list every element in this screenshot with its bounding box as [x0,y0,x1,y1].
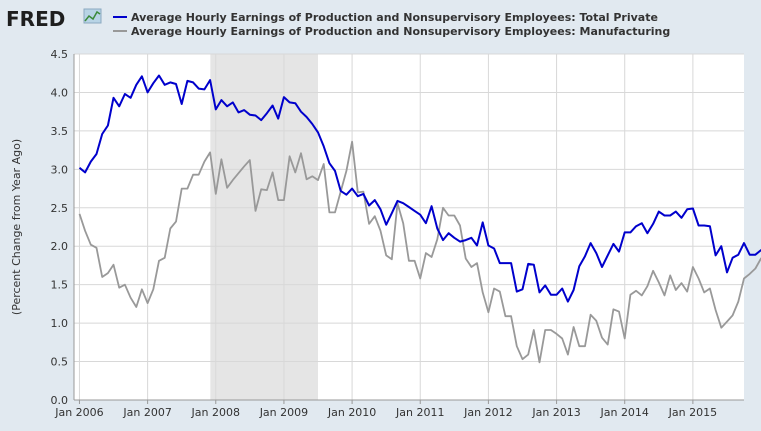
series-line-manufacturing [78,140,761,364]
y-tick-label: 2.5 [51,202,69,215]
fred-logo-icon [83,8,102,24]
x-axis: Jan 2006 Jan 2007 Jan 2008 Jan 2009 Jan 2010… [54,399,744,419]
x-tick-label: Jan 2010 [327,406,376,419]
legend-item-manufacturing: Average Hourly Earnings of Production an… [113,25,670,38]
x-tick-label: Jan 2007 [122,406,171,419]
x-tick-label: Jan 2008 [191,406,240,419]
y-tick-label: 3.5 [51,125,69,138]
x-tick-label: Jan 2009 [259,406,308,419]
legend: Average Hourly Earnings of Production an… [113,11,670,38]
x-tick-label: Jan 2014 [599,406,648,419]
y-axis: 0.0 0.5 1.0 1.5 2.0 2.5 3.0 3.5 4.0 4.5 [51,48,75,407]
series-lines [78,74,761,364]
y-tick-label: 3.0 [51,163,69,176]
legend-label-manufacturing: Average Hourly Earnings of Production an… [131,25,670,38]
y-tick-label: 4.0 [51,86,69,99]
y-tick-label: 0.5 [51,356,69,369]
y-tick-label: 1.0 [51,317,69,330]
y-tick-label: 4.5 [51,48,69,61]
x-tick-label: Jan 2011 [395,406,444,419]
x-tick-label: Jan 2006 [54,406,103,419]
legend-item-total-private: Average Hourly Earnings of Production an… [113,11,658,24]
y-tick-label: 0.0 [51,394,69,407]
legend-label-total-private: Average Hourly Earnings of Production an… [131,11,658,24]
x-tick-label: Jan 2012 [463,406,512,419]
series-line-total-private [78,74,761,303]
y-axis-label: (Percent Change from Year Ago) [10,139,23,315]
x-tick-label: Jan 2015 [668,406,717,419]
plot-area [74,54,744,400]
y-tick-label: 2.0 [51,240,69,253]
fred-logo: FRED [6,7,102,31]
fred-logo-text: FRED [6,7,65,31]
x-tick-label: Jan 2013 [531,406,580,419]
y-tick-label: 1.5 [51,279,69,292]
